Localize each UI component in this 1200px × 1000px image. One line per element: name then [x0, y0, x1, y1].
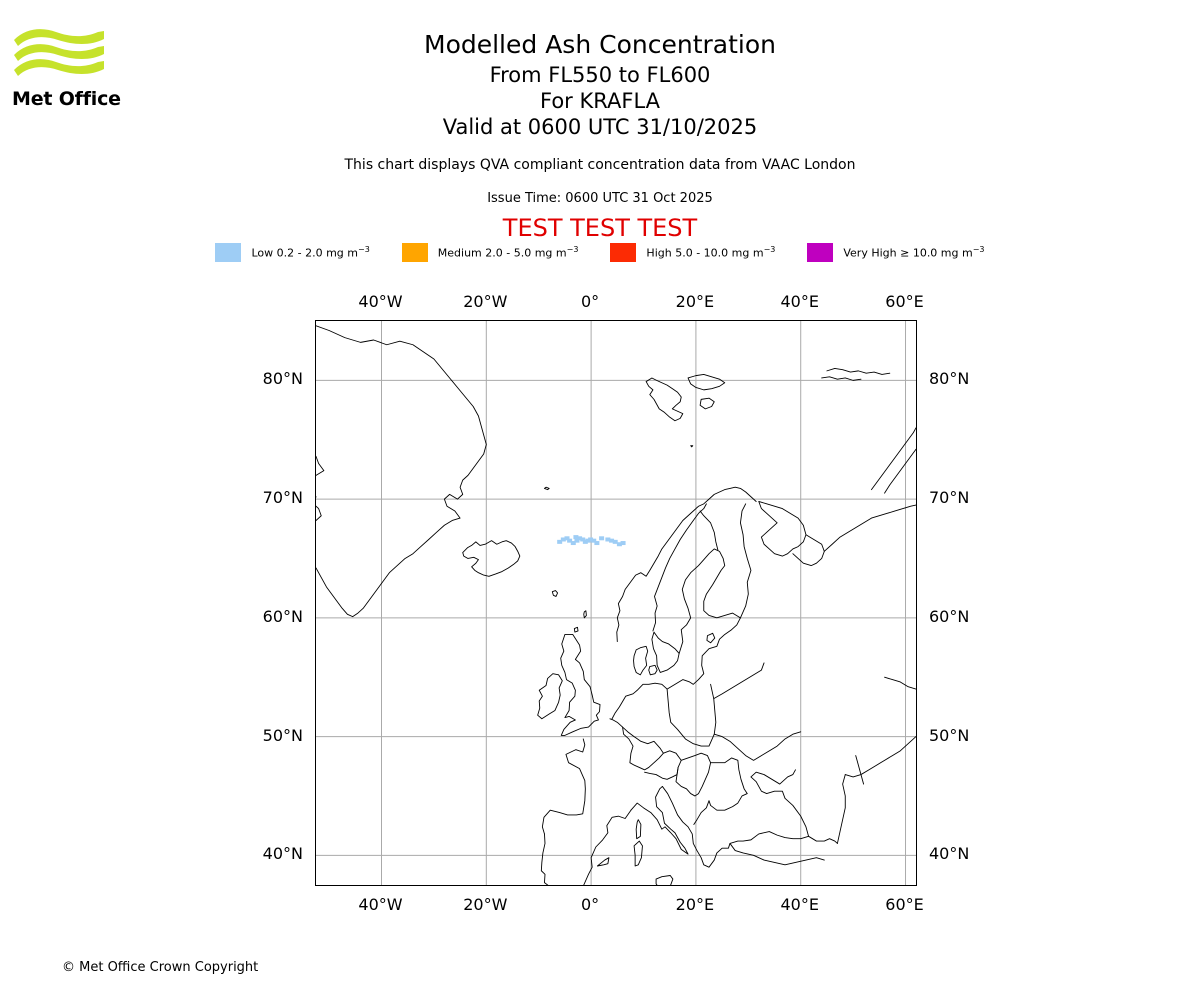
- lon-tick-bottom-1: 20°W: [463, 895, 508, 914]
- lon-tick-top-4: 40°E: [780, 292, 819, 311]
- legend-label-high: High 5.0 - 10.0 mg m−3: [646, 245, 776, 260]
- lat-tick-right-2: 60°N: [929, 606, 970, 626]
- legend-entry-low: Low 0.2 - 2.0 mg m−3: [215, 243, 370, 262]
- lat-tick-right-3: 70°N: [929, 488, 970, 508]
- page-title: Modelled Ash Concentration: [424, 30, 776, 59]
- legend-label-very-high: Very High ≥ 10.0 mg m−3: [843, 245, 985, 260]
- volcano-name: For KRAFLA: [540, 89, 660, 113]
- lon-tick-bottom-4: 40°E: [780, 895, 819, 914]
- lat-tick-left-0: 40°N: [262, 844, 303, 864]
- lat-tick-left-1: 50°N: [262, 725, 303, 745]
- lon-tick-top-0: 40°W: [358, 292, 403, 311]
- ash-plume-low: [557, 535, 626, 547]
- lat-tick-left-3: 70°N: [262, 488, 303, 508]
- legend-swatch-medium: [401, 243, 428, 262]
- concentration-legend: Low 0.2 - 2.0 mg m−3 Medium 2.0 - 5.0 mg…: [0, 243, 1200, 262]
- lat-tick-left-4: 80°N: [262, 369, 303, 389]
- legend-label-medium: Medium 2.0 - 5.0 mg m−3: [437, 245, 579, 260]
- legend-swatch-low: [215, 243, 242, 262]
- lat-tick-right-0: 40°N: [929, 844, 970, 864]
- ash-concentration-map[interactable]: [315, 320, 917, 886]
- lat-tick-right-4: 80°N: [929, 369, 970, 389]
- legend-entry-high: High 5.0 - 10.0 mg m−3: [610, 243, 775, 262]
- lat-tick-right-1: 50°N: [929, 725, 970, 745]
- lon-tick-top-3: 20°E: [675, 292, 715, 311]
- legend-entry-very-high: Very High ≥ 10.0 mg m−3: [807, 243, 985, 262]
- legend-label-low: Low 0.2 - 2.0 mg m−3: [251, 245, 370, 260]
- test-banner: TEST TEST TEST: [502, 214, 698, 242]
- map-gridlines: [316, 321, 916, 885]
- lon-tick-bottom-5: 60°E: [885, 895, 924, 914]
- valid-time: Valid at 0600 UTC 31/10/2025: [442, 115, 758, 139]
- legend-swatch-very-high: [807, 243, 834, 262]
- legend-swatch-high: [610, 243, 637, 262]
- flight-level-range: From FL550 to FL600: [489, 63, 711, 87]
- legend-entry-medium: Medium 2.0 - 5.0 mg m−3: [401, 243, 579, 262]
- met-office-logo-waves: [14, 29, 104, 76]
- met-office-logo: [12, 24, 122, 114]
- met-office-wordmark: Met Office: [12, 88, 121, 110]
- issue-time: Issue Time: 0600 UTC 31 Oct 2025: [487, 191, 713, 206]
- lon-tick-bottom-2: 0°: [581, 895, 600, 914]
- qva-note: This chart displays QVA compliant concen…: [344, 157, 856, 173]
- lon-tick-top-1: 20°W: [463, 292, 508, 311]
- copyright-notice: © Met Office Crown Copyright: [62, 960, 259, 975]
- lon-tick-bottom-0: 40°W: [358, 895, 403, 914]
- map-coastlines: [316, 325, 916, 885]
- lon-tick-top-5: 60°E: [885, 292, 924, 311]
- lon-tick-top-2: 0°: [581, 292, 600, 311]
- lon-tick-bottom-3: 20°E: [675, 895, 715, 914]
- lat-tick-left-2: 60°N: [262, 606, 303, 626]
